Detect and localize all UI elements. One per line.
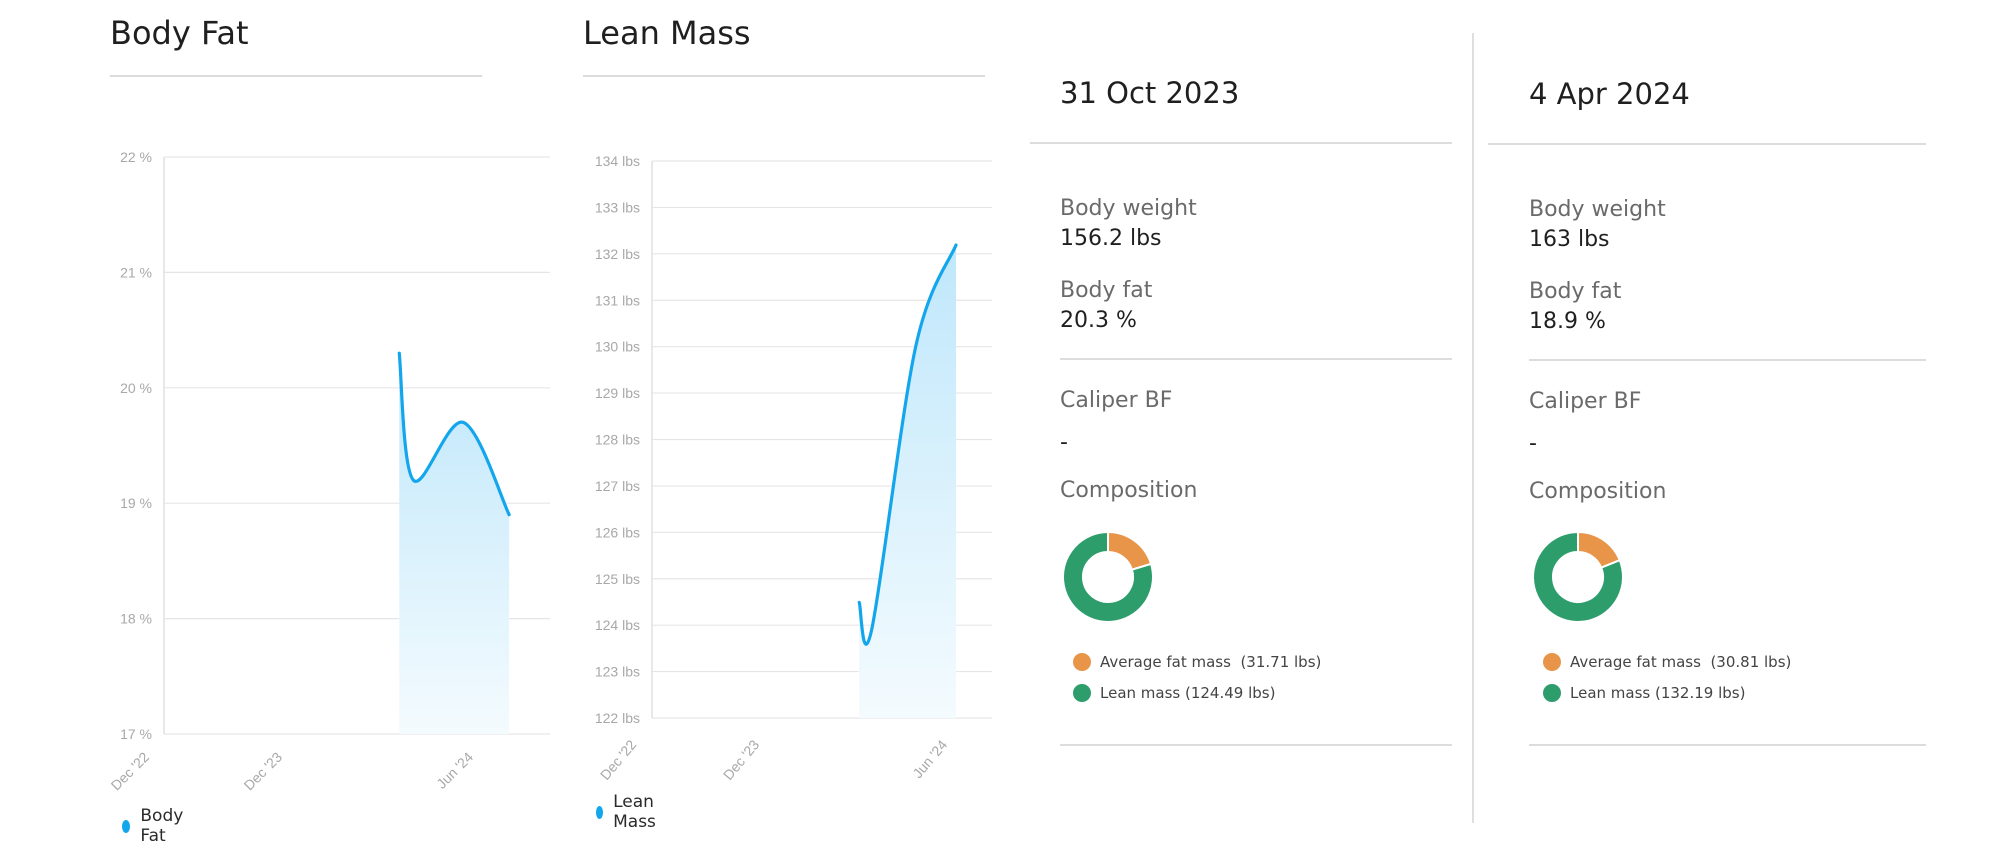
y-tick-label: 131 lbs [595,292,640,308]
lean-mass-title-divider [583,75,985,77]
lean-mass-title: Lean Mass [583,14,751,52]
composition-donut [1532,530,1624,623]
y-tick-label: 127 lbs [595,478,640,494]
body-fat-legend-label: Body Fat [140,806,184,846]
summary-date: 4 Apr 2024 [1529,77,1690,111]
fat-mass-legend[interactable]: Average fat mass (30.81 lbs) [1543,653,1791,671]
y-tick-label: 17 % [120,726,152,742]
composition-label: Composition [1060,478,1198,503]
lean-mass-legend-label: Lean mass (124.49 lbs) [1100,684,1276,702]
y-tick-label: 126 lbs [595,524,640,540]
series-line [397,351,511,517]
fat-mass-legend[interactable]: Average fat mass (31.71 lbs) [1073,653,1321,671]
fat-dot-icon [1543,653,1561,671]
body-fat-title: Body Fat [110,14,249,52]
summary-divider [1060,744,1452,746]
x-tick-label: Dec '22 [597,736,640,782]
caliper-value: - [1060,430,1068,455]
caliper-value: - [1529,431,1537,456]
legend-dot-icon [596,805,604,819]
body-fat-label: Body fat [1060,278,1153,303]
y-tick-label: 128 lbs [595,432,640,448]
body-fat-value: 20.3 % [1060,308,1137,333]
y-tick-label: 129 lbs [595,385,640,401]
fat-dot-icon [1073,653,1091,671]
lean-mass-plot: 134 lbs 133 lbs 132 lbs 131 lbs 130 lbs 129 l… [595,153,992,783]
lean-dot-icon [1543,684,1561,702]
lean-mass-legend[interactable]: Lean mass (124.49 lbs) [1073,684,1275,702]
legend-dot-icon [122,819,131,833]
fat-mass-slice [1107,530,1153,571]
composition-donut [1062,530,1154,623]
y-tick-label: 122 lbs [595,710,640,726]
series-area [859,245,957,718]
fat-mass-legend-label: Average fat mass (31.71 lbs) [1100,653,1322,671]
summary-divider [1060,358,1452,360]
column-separator [1472,33,1474,823]
lean-mass-slice [1062,530,1154,623]
x-tick-label: Dec '23 [241,749,286,794]
y-tick-label: 20 % [120,380,152,396]
body-weight-label: Body weight [1529,197,1666,222]
y-tick-label: 21 % [120,264,152,280]
lean-mass-legend-label: Lean mass (132.19 lbs) [1570,684,1746,702]
y-tick-label: 133 lbs [595,199,640,215]
body-weight-value: 156.2 lbs [1060,226,1162,251]
y-tick-label: 124 lbs [595,617,640,633]
body-fat-value: 18.9 % [1529,309,1606,334]
composition-label: Composition [1529,479,1667,504]
lean-mass-slice [1532,530,1624,623]
body-fat-plot: 22 % 21 % 20 % 19 % 18 % 17 % Dec '22 Dec '23 Ju… [108,149,550,793]
y-tick-label: 125 lbs [595,571,640,587]
x-tick-label: Jun '24 [909,736,950,781]
y-tick-label: 130 lbs [595,339,640,355]
summary-date: 31 Oct 2023 [1060,76,1240,110]
lean-dot-icon [1073,684,1091,702]
body-weight-label: Body weight [1060,196,1197,221]
caliper-label: Caliper BF [1529,389,1642,414]
summary-divider [1030,142,1452,144]
series-line [857,243,958,646]
lean-mass-legend[interactable]: Lean mass (132.19 lbs) [1543,684,1745,702]
lean-mass-legend[interactable]: Lean Mass [596,792,662,832]
y-tick-label: 22 % [120,149,152,165]
x-tick-label: Jun '24 [433,749,476,792]
x-tick-label: Dec '23 [720,736,763,782]
y-tick-label: 123 lbs [595,664,640,680]
y-tick-label: 132 lbs [595,246,640,262]
body-fat-legend[interactable]: Body Fat [122,806,188,846]
lean-mass-legend-label: Lean Mass [613,792,656,832]
series-area [399,353,510,734]
y-tick-label: 19 % [120,495,152,511]
x-tick-label: Dec '22 [108,749,153,794]
y-tick-label: 18 % [120,611,152,627]
fat-mass-legend-label: Average fat mass (30.81 lbs) [1570,653,1792,671]
body-weight-value: 163 lbs [1529,227,1610,252]
body-fat-label: Body fat [1529,279,1622,304]
y-tick-label: 134 lbs [595,153,640,169]
summary-divider [1529,744,1926,746]
caliper-label: Caliper BF [1060,388,1173,413]
body-fat-title-divider [110,75,482,77]
summary-divider [1529,359,1926,361]
summary-divider [1488,143,1926,145]
